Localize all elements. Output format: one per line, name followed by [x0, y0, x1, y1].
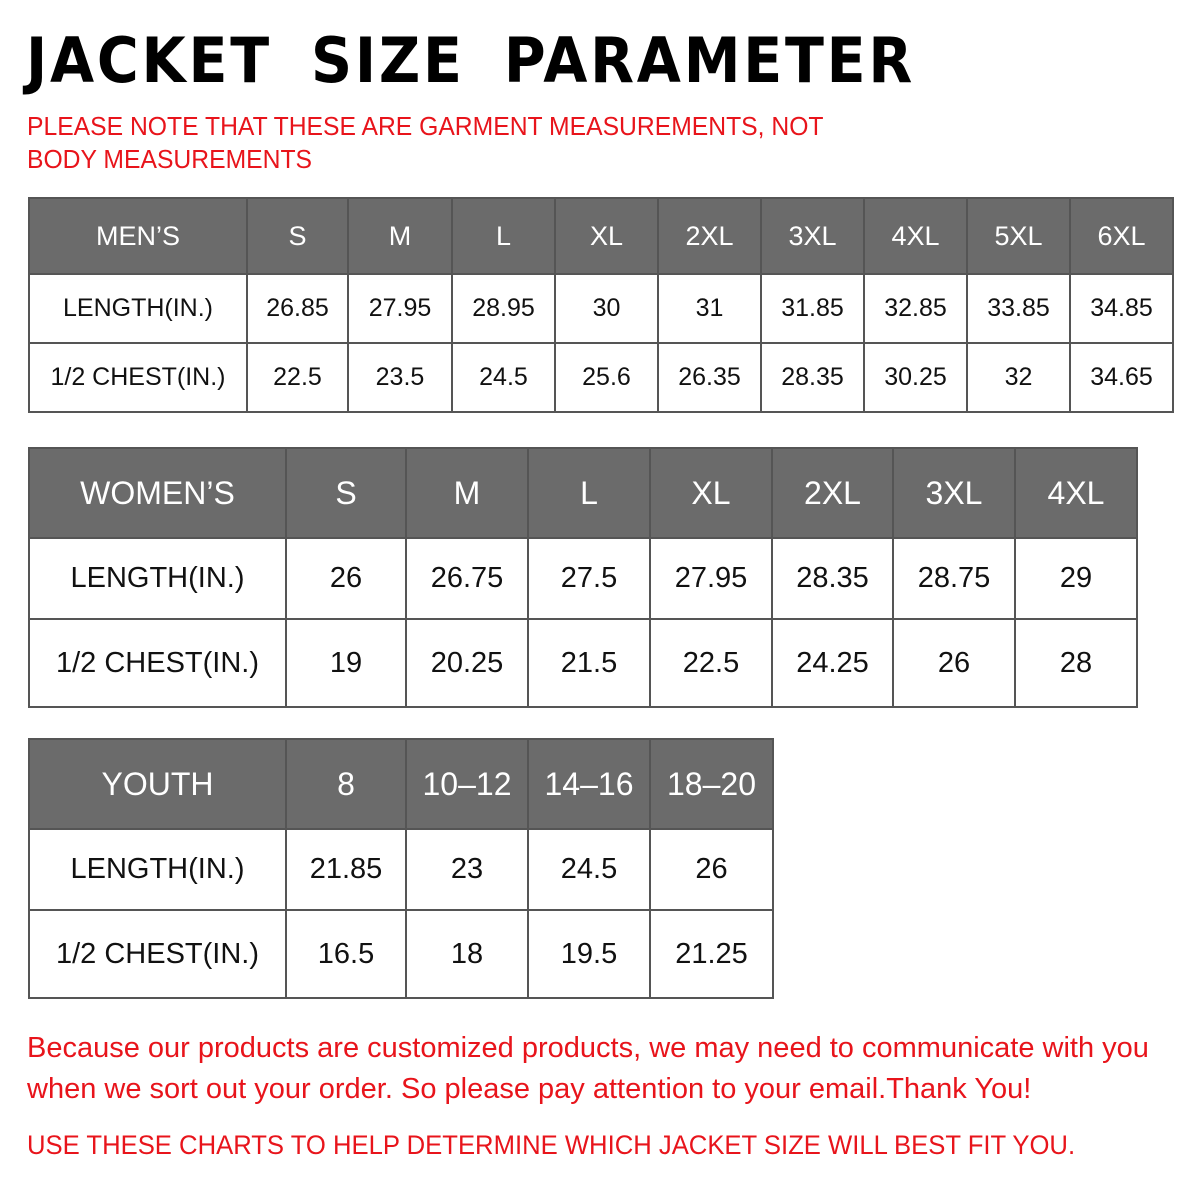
measurement-cell: 24.5: [451, 342, 556, 413]
table-row: 1/2 CHEST(IN.) 19 20.25 21.5 22.5 24.25 26 28: [28, 618, 1138, 708]
size-header: 3XL: [892, 447, 1016, 539]
size-header: 3XL: [760, 197, 865, 275]
measurement-cell: 26: [649, 828, 774, 911]
measurement-cell: 23.5: [347, 342, 453, 413]
size-header: 8: [285, 738, 407, 830]
size-header: M: [347, 197, 453, 275]
size-header: 4XL: [1014, 447, 1138, 539]
measurement-cell: 27.5: [527, 537, 651, 620]
measurement-cell: 25.6: [554, 342, 659, 413]
mens-size-table: MEN’S S M L XL 2XL 3XL 4XL 5XL 6XL LENGTH(IN.) 26.8…: [28, 197, 1174, 413]
category-header: YOUTH: [28, 738, 287, 830]
measurement-cell: 30: [554, 273, 659, 344]
measurement-cell: 28: [1014, 618, 1138, 708]
measurement-cell: 26: [892, 618, 1016, 708]
measurement-cell: 33.85: [966, 273, 1071, 344]
measurement-cell: 16.5: [285, 909, 407, 999]
youth-size-table: YOUTH 8 10–12 14–16 18–20 LENGTH(IN.) 21.85 23 2…: [28, 738, 774, 999]
size-header: 4XL: [863, 197, 968, 275]
table-row: 1/2 CHEST(IN.) 22.5 23.5 24.5 25.6 26.35 28.35…: [28, 342, 1174, 413]
row-label: LENGTH(IN.): [28, 828, 287, 911]
measurement-cell: 34.65: [1069, 342, 1174, 413]
size-header: S: [285, 447, 407, 539]
measurement-cell: 26.75: [405, 537, 529, 620]
category-header: WOMEN’S: [28, 447, 287, 539]
table-row: LENGTH(IN.) 26.85 27.95 28.95 30 31 31.85 32.85…: [28, 273, 1174, 344]
measurement-cell: 27.95: [347, 273, 453, 344]
row-label: 1/2 CHEST(IN.): [28, 342, 248, 413]
table-row: LENGTH(IN.) 21.85 23 24.5 26: [28, 828, 774, 911]
size-header: 5XL: [966, 197, 1071, 275]
size-header: S: [246, 197, 349, 275]
measurement-cell: 24.5: [527, 828, 651, 911]
measurement-cell: 23: [405, 828, 529, 911]
size-header: XL: [649, 447, 773, 539]
measurement-cell: 22.5: [246, 342, 349, 413]
footer-note: USE THESE CHARTS TO HELP DETERMINE WHICH…: [27, 1130, 1076, 1160]
header-row: WOMEN’S S M L XL 2XL 3XL 4XL: [28, 447, 1138, 539]
row-label: 1/2 CHEST(IN.): [28, 618, 287, 708]
measurement-cell: 28.75: [892, 537, 1016, 620]
measurement-cell: 31: [657, 273, 762, 344]
header-row: MEN’S S M L XL 2XL 3XL 4XL 5XL 6XL: [28, 197, 1174, 275]
measurement-cell: 18: [405, 909, 529, 999]
measurement-cell: 21.25: [649, 909, 774, 999]
size-header: L: [451, 197, 556, 275]
measurement-cell: 19.5: [527, 909, 651, 999]
measurement-cell: 24.25: [771, 618, 894, 708]
measurement-cell: 30.25: [863, 342, 968, 413]
row-label: LENGTH(IN.): [28, 273, 248, 344]
size-header: L: [527, 447, 651, 539]
measurement-cell: 32: [966, 342, 1071, 413]
size-header: 2XL: [771, 447, 894, 539]
womens-size-table: WOMEN’S S M L XL 2XL 3XL 4XL LENGTH(IN.) 26 26.75 2…: [28, 447, 1138, 708]
measurement-cell: 32.85: [863, 273, 968, 344]
measurement-cell: 29: [1014, 537, 1138, 620]
table-row: 1/2 CHEST(IN.) 16.5 18 19.5 21.25: [28, 909, 774, 999]
measurement-cell: 26: [285, 537, 407, 620]
measurement-cell: 26.85: [246, 273, 349, 344]
measurement-cell: 20.25: [405, 618, 529, 708]
table-row: LENGTH(IN.) 26 26.75 27.5 27.95 28.35 28.75 29: [28, 537, 1138, 620]
measurement-cell: 34.85: [1069, 273, 1174, 344]
measurement-cell: 22.5: [649, 618, 773, 708]
header-row: YOUTH 8 10–12 14–16 18–20: [28, 738, 774, 830]
measurement-cell: 26.35: [657, 342, 762, 413]
customization-message: Because our products are customized prod…: [27, 1032, 1149, 1105]
measurement-note: PLEASE NOTE THAT THESE ARE GARMENT MEASU…: [27, 111, 824, 174]
category-header: MEN’S: [28, 197, 248, 275]
size-header: 2XL: [657, 197, 762, 275]
size-header: 14–16: [527, 738, 651, 830]
size-header: M: [405, 447, 529, 539]
page-title: JACKET SIZE PARAMETER: [26, 24, 916, 97]
size-header: 6XL: [1069, 197, 1174, 275]
row-label: LENGTH(IN.): [28, 537, 287, 620]
measurement-cell: 21.85: [285, 828, 407, 911]
measurement-cell: 21.5: [527, 618, 651, 708]
row-label: 1/2 CHEST(IN.): [28, 909, 287, 999]
measurement-cell: 28.35: [771, 537, 894, 620]
size-header: 18–20: [649, 738, 774, 830]
measurement-cell: 28.35: [760, 342, 865, 413]
measurement-cell: 19: [285, 618, 407, 708]
measurement-cell: 27.95: [649, 537, 773, 620]
measurement-cell: 31.85: [760, 273, 865, 344]
size-header: 10–12: [405, 738, 529, 830]
measurement-cell: 28.95: [451, 273, 556, 344]
size-header: XL: [554, 197, 659, 275]
